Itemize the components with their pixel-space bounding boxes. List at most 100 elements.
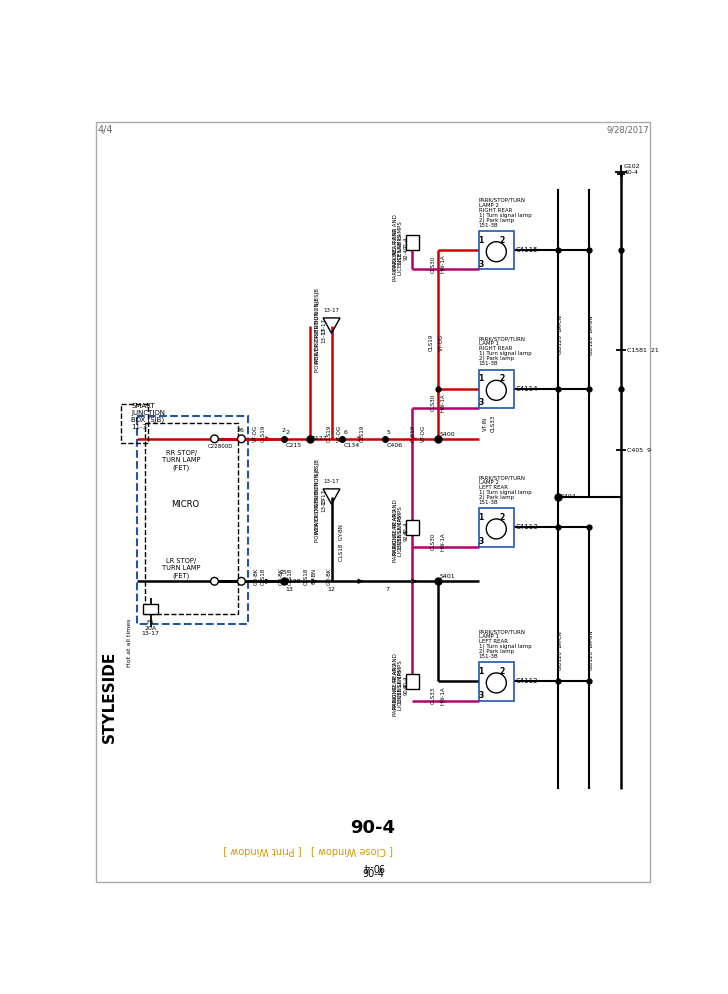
Text: GD120  BK-CN: GD120 BK-CN — [558, 631, 563, 670]
Text: 3: 3 — [478, 537, 483, 546]
Text: CLS18: CLS18 — [261, 568, 266, 584]
Circle shape — [237, 578, 245, 585]
Text: 151-3B: 151-3B — [478, 223, 498, 228]
Bar — [406, 520, 419, 535]
Text: VT-OG: VT-OG — [439, 334, 444, 351]
Text: SMART
JUNCTION
BOX (SJB)
11-3: SMART JUNCTION BOX (SJB) 11-3 — [131, 403, 165, 430]
Text: 1: 1 — [478, 667, 483, 676]
Text: POWER DISTRIBUTION / SJB
13-17: POWER DISTRIBUTION / SJB 13-17 — [315, 288, 326, 363]
Text: CLS33: CLS33 — [430, 687, 435, 704]
Circle shape — [210, 435, 218, 442]
Text: C1581  21: C1581 21 — [628, 348, 659, 353]
Text: [ Close Window ]   [ Print Window ]: [ Close Window ] [ Print Window ] — [223, 846, 393, 856]
Text: 151-3B: 151-3B — [478, 362, 498, 367]
Text: LR STOP/
TURN LAMP
(FET): LR STOP/ TURN LAMP (FET) — [162, 559, 201, 579]
Text: C406: C406 — [387, 442, 403, 447]
Text: 13-17: 13-17 — [323, 308, 339, 313]
Bar — [143, 604, 158, 613]
Text: LAMP 2: LAMP 2 — [478, 203, 499, 208]
Text: VT-IN: VT-IN — [483, 416, 488, 430]
Text: 26: 26 — [237, 428, 245, 433]
Text: 90-4: 90-4 — [362, 869, 384, 879]
Text: F6
20A
13-17: F6 20A 13-17 — [141, 620, 159, 636]
Text: 2: 2 — [500, 667, 505, 676]
Text: LEFT REAR: LEFT REAR — [478, 485, 507, 490]
Text: GD120  BK-GN: GD120 BK-GN — [589, 315, 594, 355]
Text: GD-BK: GD-BK — [279, 568, 284, 584]
Circle shape — [237, 435, 245, 442]
Text: S128: S128 — [285, 579, 301, 583]
Text: 6: 6 — [344, 430, 348, 435]
Text: GD-BK: GD-BK — [327, 568, 331, 584]
Text: 151-3B: 151-3B — [478, 654, 498, 659]
Text: C22800D: C22800D — [208, 444, 234, 449]
Text: VT-OG: VT-OG — [422, 424, 426, 442]
Bar — [406, 674, 419, 689]
Text: RIGHT REAR: RIGHT REAR — [478, 208, 512, 213]
Text: RR STOP/
TURN LAMP
(FET): RR STOP/ TURN LAMP (FET) — [162, 450, 201, 471]
Text: 1: 1 — [478, 513, 483, 522]
Text: HW-1A: HW-1A — [440, 686, 446, 705]
Text: CLS19: CLS19 — [429, 334, 434, 351]
Text: S400: S400 — [439, 431, 455, 436]
Text: POWER DISTRIBUTION / SJB
13-17: POWER DISTRIBUTION / SJB 13-17 — [315, 297, 326, 373]
Text: HW-1A: HW-1A — [440, 394, 446, 412]
Text: PARKING, REAR AND
LICENSE LAMPS
92-4: PARKING, REAR AND LICENSE LAMPS 92-4 — [392, 228, 409, 280]
Text: PARK/STOP/TURN: PARK/STOP/TURN — [478, 336, 526, 341]
Text: 3: 3 — [478, 691, 483, 700]
Text: CLS18: CLS18 — [288, 568, 293, 584]
Text: LEFT REAR: LEFT REAR — [478, 639, 507, 644]
Text: PARK/STOP/TURN: PARK/STOP/TURN — [478, 629, 526, 634]
Text: 2: 2 — [500, 236, 505, 245]
Text: Hot at all times: Hot at all times — [127, 618, 132, 667]
Text: CLS19: CLS19 — [261, 424, 266, 442]
Text: CLS19: CLS19 — [411, 424, 416, 442]
Text: HW-1A: HW-1A — [440, 254, 446, 273]
Text: MICRO: MICRO — [171, 500, 199, 509]
Text: C405  9: C405 9 — [628, 448, 652, 453]
Text: PARKING, REAR AND
LICENSE LAMPS
92-4: PARKING, REAR AND LICENSE LAMPS 92-4 — [392, 215, 409, 270]
Text: C4113: C4113 — [515, 525, 538, 531]
Bar — [145, 423, 237, 614]
Text: CLS18  GY-BN: CLS18 GY-BN — [339, 525, 344, 562]
Text: 2) Park lamp: 2) Park lamp — [478, 649, 514, 654]
Text: POWER DISTRIBUTION / SJB
13-17: POWER DISTRIBUTION / SJB 13-17 — [315, 467, 326, 542]
Bar — [478, 662, 514, 701]
Text: C4112: C4112 — [515, 678, 538, 685]
Text: G102
10-4: G102 10-4 — [624, 164, 641, 175]
Text: CLS30: CLS30 — [430, 394, 435, 412]
Text: CLS19: CLS19 — [327, 424, 331, 442]
Text: CLS33: CLS33 — [491, 414, 496, 432]
Bar — [478, 231, 514, 269]
Text: 1: 1 — [478, 375, 483, 384]
Bar — [406, 235, 419, 250]
Text: GD120  BK-CN: GD120 BK-CN — [558, 315, 563, 354]
Bar — [121, 405, 149, 442]
Text: 5: 5 — [387, 430, 391, 435]
Text: LAMP 1: LAMP 1 — [478, 341, 499, 347]
Text: CLS30: CLS30 — [430, 533, 435, 550]
Text: 25: 25 — [280, 571, 288, 576]
Text: LAMP 1: LAMP 1 — [478, 634, 499, 639]
Text: 2: 2 — [282, 428, 286, 433]
Circle shape — [210, 578, 218, 585]
Text: 4/4: 4/4 — [98, 125, 113, 135]
Text: 90-4: 90-4 — [351, 819, 395, 837]
Text: 3: 3 — [478, 399, 483, 408]
Text: 1) Turn signal lamp: 1) Turn signal lamp — [478, 490, 531, 495]
Text: CLS30: CLS30 — [430, 255, 435, 272]
Text: PARKING, REAR AND
LICENSE LAMPS
90-4: PARKING, REAR AND LICENSE LAMPS 90-4 — [392, 662, 409, 716]
Text: 13-17: 13-17 — [323, 479, 339, 484]
Text: LAMP 2: LAMP 2 — [478, 480, 499, 485]
Text: S127: S127 — [312, 436, 328, 441]
Text: 7: 7 — [385, 587, 389, 592]
Text: HW-1A: HW-1A — [440, 532, 446, 551]
Text: 13: 13 — [285, 587, 293, 592]
Text: C4114: C4114 — [515, 386, 538, 392]
Text: VT-OG: VT-OG — [253, 424, 258, 442]
Text: GY-BN: GY-BN — [312, 568, 317, 583]
Text: PARKING, REAR AND
LICENSE LAMPS
92-4: PARKING, REAR AND LICENSE LAMPS 92-4 — [392, 509, 409, 562]
Bar — [138, 415, 248, 623]
Text: GD120  BK-GN: GD120 BK-GN — [589, 631, 594, 670]
Text: 1) Turn signal lamp: 1) Turn signal lamp — [478, 213, 531, 218]
